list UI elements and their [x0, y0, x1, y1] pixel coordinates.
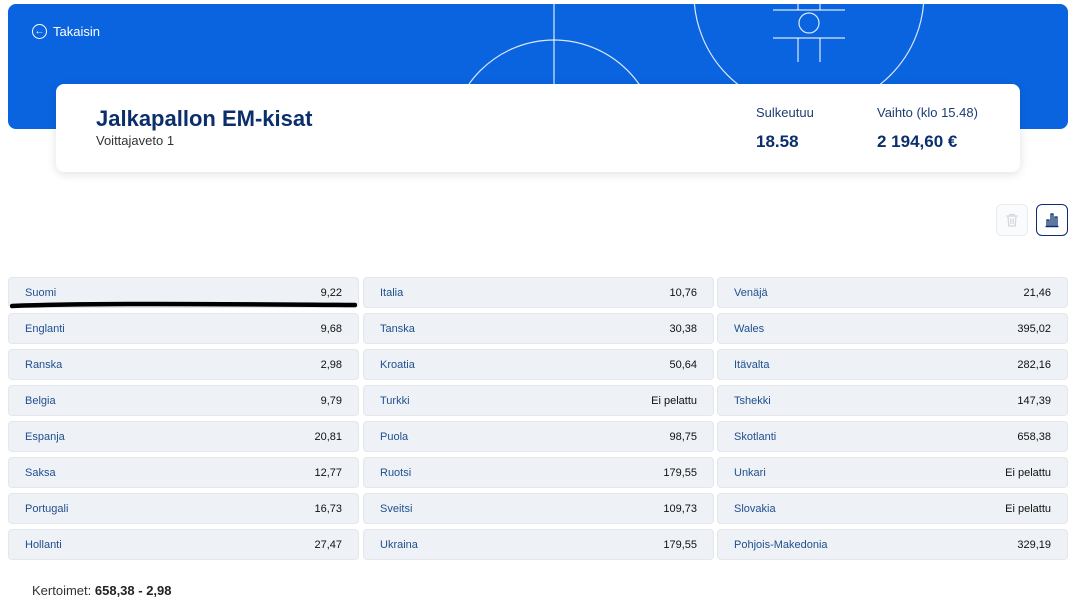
team-name: Englanti [25, 322, 65, 335]
odds-row[interactable]: Kroatia 50,64 [363, 349, 714, 380]
team-name: Saksa [25, 466, 56, 479]
team-name: Sveitsi [380, 502, 413, 515]
odds-range-label: Kertoimet: [32, 583, 92, 598]
exchange-value: 2 194,60 € [877, 132, 958, 151]
odds-value: 9,79 [320, 394, 342, 407]
team-name: Puola [380, 430, 409, 443]
back-label: Takaisin [53, 24, 100, 39]
team-name: Ukraina [380, 538, 418, 551]
odds-row[interactable]: Italia 10,76 [363, 277, 714, 308]
closes-value: 18.58 [756, 132, 799, 151]
odds-value: 9,68 [320, 322, 342, 335]
odds-row[interactable]: Ruotsi 179,55 [363, 457, 714, 488]
odds-value: 12,77 [314, 466, 342, 479]
closes-label: Sulkeutuu [756, 105, 814, 120]
team-name: Portugali [25, 502, 69, 515]
odds-column-2: Italia 10,76 Tanska 30,38 Kroatia 50,64 Tur… [363, 277, 714, 565]
odds-row[interactable]: Tshekki 147,39 [717, 385, 1068, 416]
back-link[interactable]: ← Takaisin [32, 24, 100, 39]
odds-row[interactable]: Unkari Ei pelattu [717, 457, 1068, 488]
exchange-stat: Vaihto (klo 15.48) 2 194,60 € [877, 105, 978, 152]
odds-row[interactable]: Venäjä 21,46 [717, 277, 1068, 308]
odds-row[interactable]: Skotlanti 658,38 [717, 421, 1068, 452]
odds-row[interactable]: Tanska 30,38 [363, 313, 714, 344]
odds-row[interactable]: Itävalta 282,16 [717, 349, 1068, 380]
odds-value: 30,38 [669, 322, 697, 335]
team-name: Unkari [734, 466, 766, 479]
odds-row[interactable]: Portugali 16,73 [8, 493, 359, 524]
odds-value: 179,55 [663, 538, 697, 551]
odds-range-footer: Kertoimet: 658,38 - 2,98 [32, 583, 172, 598]
odds-value: 16,73 [314, 502, 342, 515]
odds-value: 282,16 [1017, 358, 1051, 371]
team-name: Hollanti [25, 538, 62, 551]
odds-row[interactable]: Belgia 9,79 [8, 385, 359, 416]
team-name: Suomi [25, 286, 57, 299]
odds-row[interactable]: Puola 98,75 [363, 421, 714, 452]
odds-value: 10,76 [669, 286, 697, 299]
team-name: Tanska [380, 322, 415, 335]
odds-row[interactable]: Englanti 9,68 [8, 313, 359, 344]
page-subtitle: Voittajaveto 1 [96, 133, 175, 148]
team-name: Wales [734, 322, 765, 335]
team-name: Belgia [25, 394, 56, 407]
odds-row[interactable]: Pohjois-Makedonia 329,19 [717, 529, 1068, 560]
odds-value: Ei pelattu [1005, 502, 1051, 515]
team-name: Tshekki [734, 394, 771, 407]
odds-row[interactable]: Slovakia Ei pelattu [717, 493, 1068, 524]
odds-column-3: Venäjä 21,46 Wales 395,02 Itävalta 282,16 T… [717, 277, 1068, 565]
odds-row[interactable]: Ranska 2,98 [8, 349, 359, 380]
team-name: Kroatia [380, 358, 415, 371]
statistics-button[interactable] [1036, 204, 1068, 236]
team-name: Pohjois-Makedonia [734, 538, 828, 551]
odds-value: 98,75 [669, 430, 697, 443]
odds-value: Ei pelattu [651, 394, 697, 407]
team-name: Venäjä [734, 286, 768, 299]
odds-value: 20,81 [314, 430, 342, 443]
odds-column-1: Suomi 9,22 Englanti 9,68 Ranska 2,98 Belgia… [8, 277, 359, 565]
odds-row[interactable]: Sveitsi 109,73 [363, 493, 714, 524]
odds-value: 147,39 [1017, 394, 1051, 407]
odds-value: 21,46 [1023, 286, 1051, 299]
odds-value: 50,64 [669, 358, 697, 371]
odds-value: 329,19 [1017, 538, 1051, 551]
odds-value: 9,22 [320, 286, 342, 299]
odds-row[interactable]: Turkki Ei pelattu [363, 385, 714, 416]
team-name: Ranska [25, 358, 63, 371]
odds-row[interactable]: Suomi 9,22 [8, 277, 359, 308]
team-name: Italia [380, 286, 404, 299]
odds-value: Ei pelattu [1005, 466, 1051, 479]
odds-value: 109,73 [663, 502, 697, 515]
arrow-left-circle-icon: ← [32, 24, 47, 39]
odds-row[interactable]: Saksa 12,77 [8, 457, 359, 488]
team-name: Itävalta [734, 358, 770, 371]
page-title: Jalkapallon EM-kisat [96, 106, 313, 131]
odds-value: 179,55 [663, 466, 697, 479]
odds-value: 2,98 [320, 358, 342, 371]
odds-value: 395,02 [1017, 322, 1051, 335]
team-name: Slovakia [734, 502, 776, 515]
exchange-label: Vaihto (klo 15.48) [877, 105, 978, 120]
odds-value: 27,47 [314, 538, 342, 551]
closes-stat: Sulkeutuu 18.58 [756, 105, 814, 152]
odds-range-value: 658,38 - 2,98 [94, 583, 172, 598]
odds-row[interactable]: Hollanti 27,47 [8, 529, 359, 560]
odds-row[interactable]: Ukraina 179,55 [363, 529, 714, 560]
event-header-card: Jalkapallon EM-kisat Voittajaveto 1 Sulk… [56, 84, 1020, 172]
clear-button[interactable] [996, 204, 1028, 236]
team-name: Espanja [25, 430, 65, 443]
team-name: Skotlanti [734, 430, 777, 443]
odds-row[interactable]: Espanja 20,81 [8, 421, 359, 452]
bar-chart-icon [1045, 213, 1059, 228]
trash-icon [1006, 213, 1018, 227]
odds-value: 658,38 [1017, 430, 1051, 443]
odds-row[interactable]: Wales 395,02 [717, 313, 1068, 344]
team-name: Ruotsi [380, 466, 412, 479]
team-name: Turkki [380, 394, 410, 407]
